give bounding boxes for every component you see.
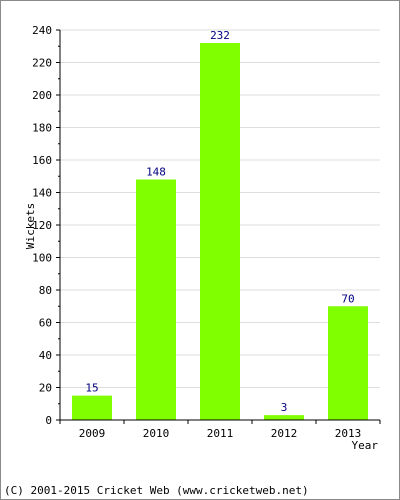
bar-2012 <box>264 415 304 420</box>
x-tick-label: 2011 <box>207 427 234 440</box>
bars <box>72 43 368 420</box>
data-label: 3 <box>281 401 288 414</box>
y-tick-label: 60 <box>39 317 52 330</box>
y-tick-label: 180 <box>32 122 52 135</box>
data-label: 148 <box>146 166 166 179</box>
data-label: 232 <box>210 29 230 42</box>
y-tick-label: 100 <box>32 252 52 265</box>
x-tick-label: 2010 <box>143 427 170 440</box>
y-tick-label: 220 <box>32 57 52 70</box>
x-tick-label: 2009 <box>79 427 106 440</box>
y-tick-labels: 0 20 40 60 80 100 120 140 160 180 200 220 240 <box>32 24 52 427</box>
data-labels: 15 148 232 3 70 <box>85 29 354 414</box>
y-tick-label: 200 <box>32 89 52 102</box>
x-tick-label: 2013 <box>335 427 362 440</box>
axes <box>56 29 381 424</box>
bar-2009 <box>72 395 112 420</box>
data-label: 70 <box>341 292 354 305</box>
bar-2013 <box>328 306 368 420</box>
y-tick-label: 40 <box>39 349 52 362</box>
y-tick-label: 240 <box>32 24 52 37</box>
copyright-footer: (C) 2001-2015 Cricket Web (www.cricketwe… <box>4 484 309 497</box>
y-tick-label: 120 <box>32 219 52 232</box>
y-tick-label: 0 <box>45 414 52 427</box>
x-tick-labels: 2009 2010 2011 2012 2013 <box>79 427 362 440</box>
y-axis-label: Wickets <box>24 203 37 249</box>
bar-2011 <box>200 43 240 420</box>
y-tick-label: 160 <box>32 154 52 167</box>
x-tick-label: 2012 <box>271 427 298 440</box>
x-axis-label: Year <box>352 439 379 452</box>
y-tick-label: 80 <box>39 284 52 297</box>
y-tick-label: 20 <box>39 382 52 395</box>
y-tick-label: 140 <box>32 187 52 200</box>
bar-2010 <box>136 179 176 420</box>
data-label: 15 <box>85 382 98 395</box>
